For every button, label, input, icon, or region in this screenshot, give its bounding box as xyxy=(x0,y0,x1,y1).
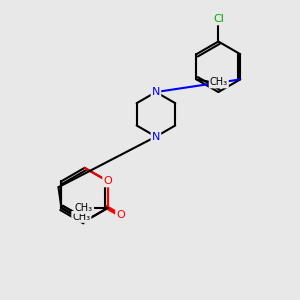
Text: O: O xyxy=(116,210,125,220)
Text: N: N xyxy=(152,132,160,142)
Text: N: N xyxy=(152,87,160,97)
Text: CH₃: CH₃ xyxy=(72,212,90,222)
Text: CH₃: CH₃ xyxy=(75,203,93,213)
Text: O: O xyxy=(103,176,112,186)
Text: CH₃: CH₃ xyxy=(210,77,228,87)
Text: Cl: Cl xyxy=(213,14,224,24)
